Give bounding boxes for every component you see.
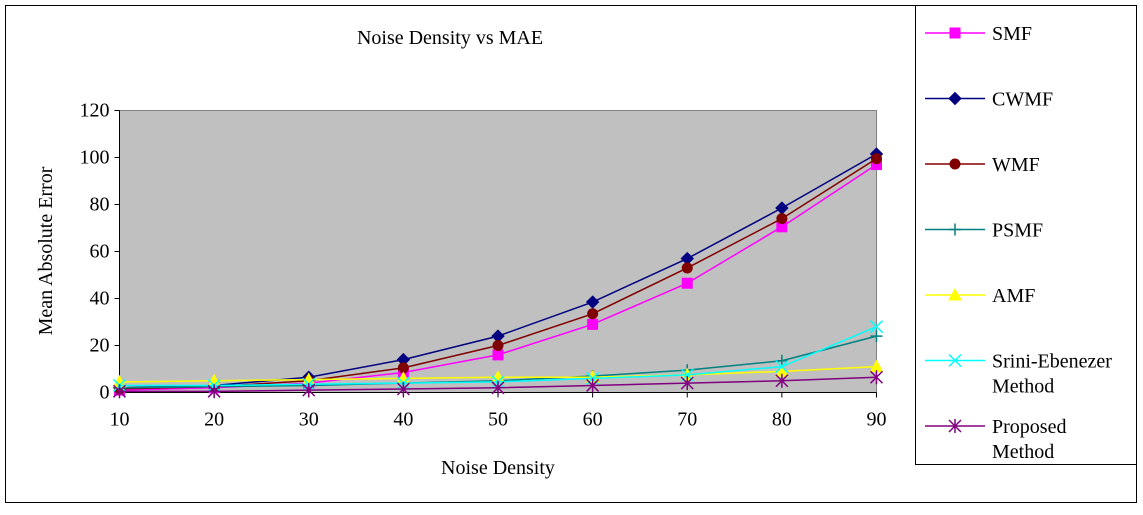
legend-item: SMF [925,23,1032,45]
data-point [869,370,884,385]
x-tick-label: 40 [393,409,413,431]
data-point [492,349,504,361]
legend-item: Srini-Ebenezer Method [925,351,1112,398]
x-tick-label: 80 [772,409,792,431]
data-point [207,384,221,399]
legend-label: Method [992,441,1054,463]
legend-label: Method [992,376,1054,398]
data-point [775,360,789,374]
data-point [775,373,789,388]
legend-marker [949,27,961,39]
chart-title: Noise Density vs MAE [357,27,543,49]
x-tick-label: 60 [583,409,603,431]
legend-label: AMF [992,285,1035,307]
data-point [397,362,409,374]
data-point [871,153,882,165]
data-point [681,262,693,274]
legend-item: Proposed Method [925,416,1066,463]
y-axis-label: Mean Absolute Error [35,166,57,335]
y-tick-label: 0 [100,382,110,404]
data-point [302,383,316,398]
legend-label: CWMF [992,89,1053,111]
data-point [586,378,600,393]
legend-marker [949,158,961,170]
legend-item: WMF [925,154,1040,176]
legend-item: AMF [925,285,1035,307]
legend-label: WMF [992,154,1040,176]
series-layer [112,147,884,399]
y-tick-label: 20 [90,335,110,357]
data-point [587,308,599,320]
data-point [680,376,694,391]
legend-item: PSMF [925,220,1043,242]
data-point [681,277,693,289]
data-point [492,340,504,351]
legend-marker [948,353,962,368]
data-point [776,213,788,225]
x-tick-label: 30 [299,409,319,431]
x-tick-label: 70 [677,409,697,431]
data-point [585,295,600,309]
legend-label: Srini-Ebenezer [992,351,1112,373]
data-point [870,330,883,343]
x-axis-label: Noise Density [441,457,555,479]
x-tick-label: 20 [204,409,224,431]
legend-box [915,5,1137,465]
legend: SMFCWMFWMFPSMFAMFSrini-EbenezerMethodPro… [925,23,1112,463]
legend-label: Proposed [992,416,1066,438]
y-tick-label: 40 [90,288,110,310]
series-6 [112,370,884,399]
y-tick-label: 120 [80,100,110,122]
y-tick-label: 100 [80,147,110,169]
data-point [869,320,884,334]
legend-marker [948,287,962,301]
x-tick-label: 90 [867,409,887,431]
x-tick-label: 50 [488,409,508,431]
legend-label: SMF [992,23,1032,45]
legend-marker [948,91,962,106]
legend-item: CWMF [925,89,1053,111]
legend-marker [948,419,962,433]
y-tick-label: 80 [90,194,110,216]
legend-marker [949,223,961,236]
data-point [396,381,410,396]
data-point [112,384,127,399]
legend-label: PSMF [992,220,1043,242]
data-point [587,318,599,330]
y-tick-label: 60 [90,241,110,263]
x-tick-label: 10 [110,409,130,431]
data-point [491,380,505,395]
